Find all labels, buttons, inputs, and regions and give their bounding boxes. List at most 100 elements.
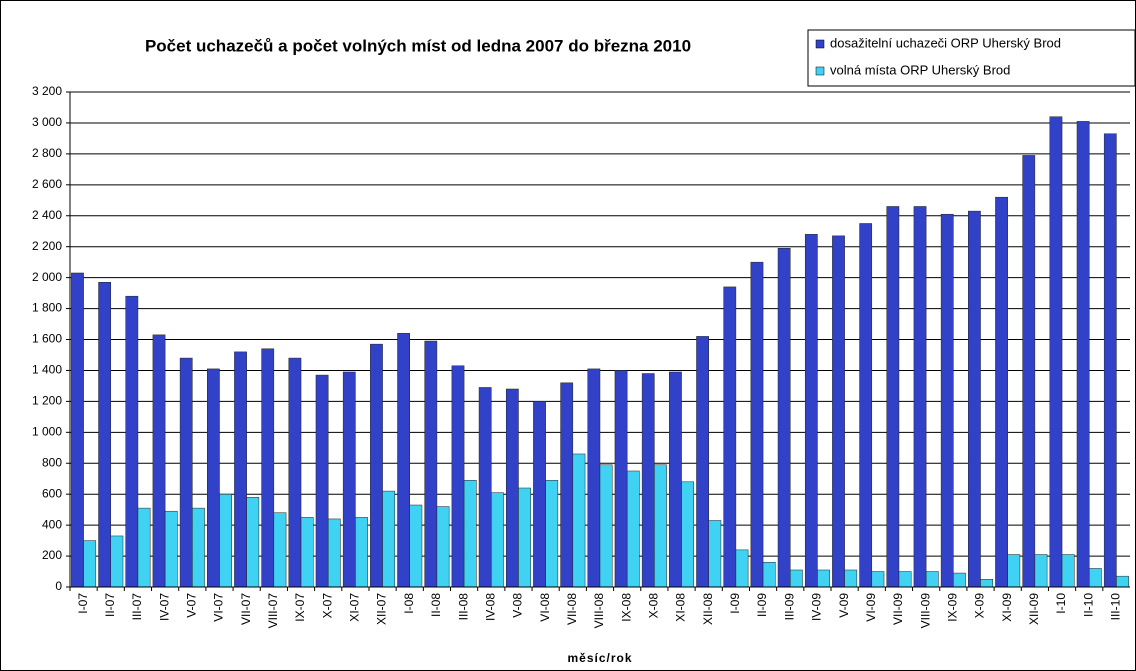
y-tick-label: 1 800 (32, 301, 62, 315)
bar (110, 535, 124, 588)
bar (382, 490, 396, 588)
x-tick-label: II-07 (103, 593, 117, 617)
y-tick-label: 600 (42, 486, 62, 500)
bar (832, 235, 845, 588)
bar (261, 348, 275, 588)
bar (1116, 575, 1129, 588)
bar (219, 493, 232, 588)
y-tick-label: 0 (55, 579, 62, 593)
y-tick-label: 1 000 (32, 424, 62, 438)
bar (708, 520, 722, 588)
bar (137, 507, 151, 588)
bar (762, 562, 776, 588)
x-tick-label: VI-07 (212, 593, 226, 622)
x-tick-label: V-08 (511, 593, 525, 618)
x-tick-label: III-10 (1109, 593, 1123, 621)
x-tick-label: XII-08 (701, 593, 715, 625)
x-tick-label: III-09 (782, 593, 796, 621)
bar (98, 282, 112, 588)
x-axis-title: měsíc/rok (567, 651, 632, 665)
bar (397, 333, 410, 588)
bar (409, 504, 423, 588)
y-tick-label: 2 200 (32, 239, 62, 253)
bar (735, 549, 749, 588)
bar (1049, 116, 1063, 588)
bar (463, 480, 477, 588)
bar (207, 368, 220, 588)
bar (913, 206, 927, 588)
x-tick-label: II-10 (1081, 593, 1095, 617)
bar (1007, 554, 1021, 588)
x-tick-label: II-08 (429, 593, 443, 617)
bar (925, 571, 939, 588)
x-tick-label: I-07 (76, 593, 90, 614)
legend-box (807, 29, 1136, 87)
x-tick-label: IV-09 (810, 593, 824, 621)
legend-swatch (815, 66, 825, 76)
x-tick-label: III-08 (456, 593, 470, 621)
bar (491, 492, 504, 588)
x-tick-label: VIII-09 (918, 593, 932, 629)
bar (968, 210, 981, 588)
x-tick-label: VII-07 (239, 593, 253, 625)
x-tick-label: IX-07 (293, 593, 307, 622)
x-tick-label: I-08 (402, 593, 416, 614)
bar (315, 374, 329, 588)
x-tick-label: I-09 (728, 593, 742, 614)
bar (871, 571, 885, 588)
x-tick-label: V-07 (184, 593, 198, 618)
y-tick-label: 2 600 (32, 177, 62, 191)
bar (681, 481, 695, 588)
x-tick-label: IX-08 (619, 593, 633, 622)
x-tick-label: IV-08 (483, 593, 497, 621)
x-tick-label: X-08 (647, 593, 661, 619)
bar (234, 351, 247, 588)
bar (953, 572, 966, 588)
bar (179, 357, 193, 588)
x-tick-label: XI-08 (674, 593, 688, 622)
x-tick-label: VII-08 (565, 593, 579, 625)
y-tick-label: 200 (42, 548, 62, 562)
legend-label: volná místa ORP Uherský Brod (830, 62, 1010, 77)
bar (436, 506, 450, 588)
x-tick-label: VII-09 (891, 593, 905, 625)
x-tick-label: VIII-08 (592, 593, 606, 629)
bar (424, 340, 438, 588)
y-tick-label: 800 (42, 455, 62, 469)
bar (164, 510, 178, 588)
bar (723, 286, 737, 588)
bar (246, 497, 260, 588)
x-tick-label: V-09 (837, 593, 851, 618)
x-tick-label: X-07 (320, 593, 334, 619)
bar (560, 382, 574, 588)
bar (505, 388, 519, 588)
x-tick-label: VI-08 (538, 593, 552, 622)
bar (669, 371, 682, 588)
y-tick-label: 2 800 (32, 146, 62, 160)
bar (1076, 121, 1090, 588)
x-tick-label: X-09 (973, 593, 987, 619)
bar (518, 487, 531, 588)
bar (641, 373, 655, 588)
bar (859, 223, 873, 588)
y-tick-label: 3 000 (32, 115, 62, 129)
x-tick-label: IX-09 (946, 593, 960, 622)
x-tick-label: II-09 (755, 593, 769, 617)
bar (572, 453, 586, 588)
x-tick-label: XII-09 (1027, 593, 1041, 625)
y-tick-label: 1 600 (32, 332, 62, 346)
bar (817, 569, 830, 588)
bar (750, 261, 764, 588)
x-tick-label: IV-07 (157, 593, 171, 621)
bar (192, 507, 205, 588)
x-tick-label: I-10 (1054, 593, 1068, 614)
legend-label: dosažitelní uchazeči ORP Uherský Brod (830, 35, 1061, 50)
legend-swatch (815, 39, 825, 49)
bar (533, 401, 546, 588)
bar (886, 206, 900, 588)
legend: dosažitelní uchazeči ORP Uherský Brod vol… (807, 29, 1136, 87)
bar (599, 464, 613, 588)
bar (995, 196, 1008, 588)
x-tick-label: III-07 (130, 593, 144, 621)
